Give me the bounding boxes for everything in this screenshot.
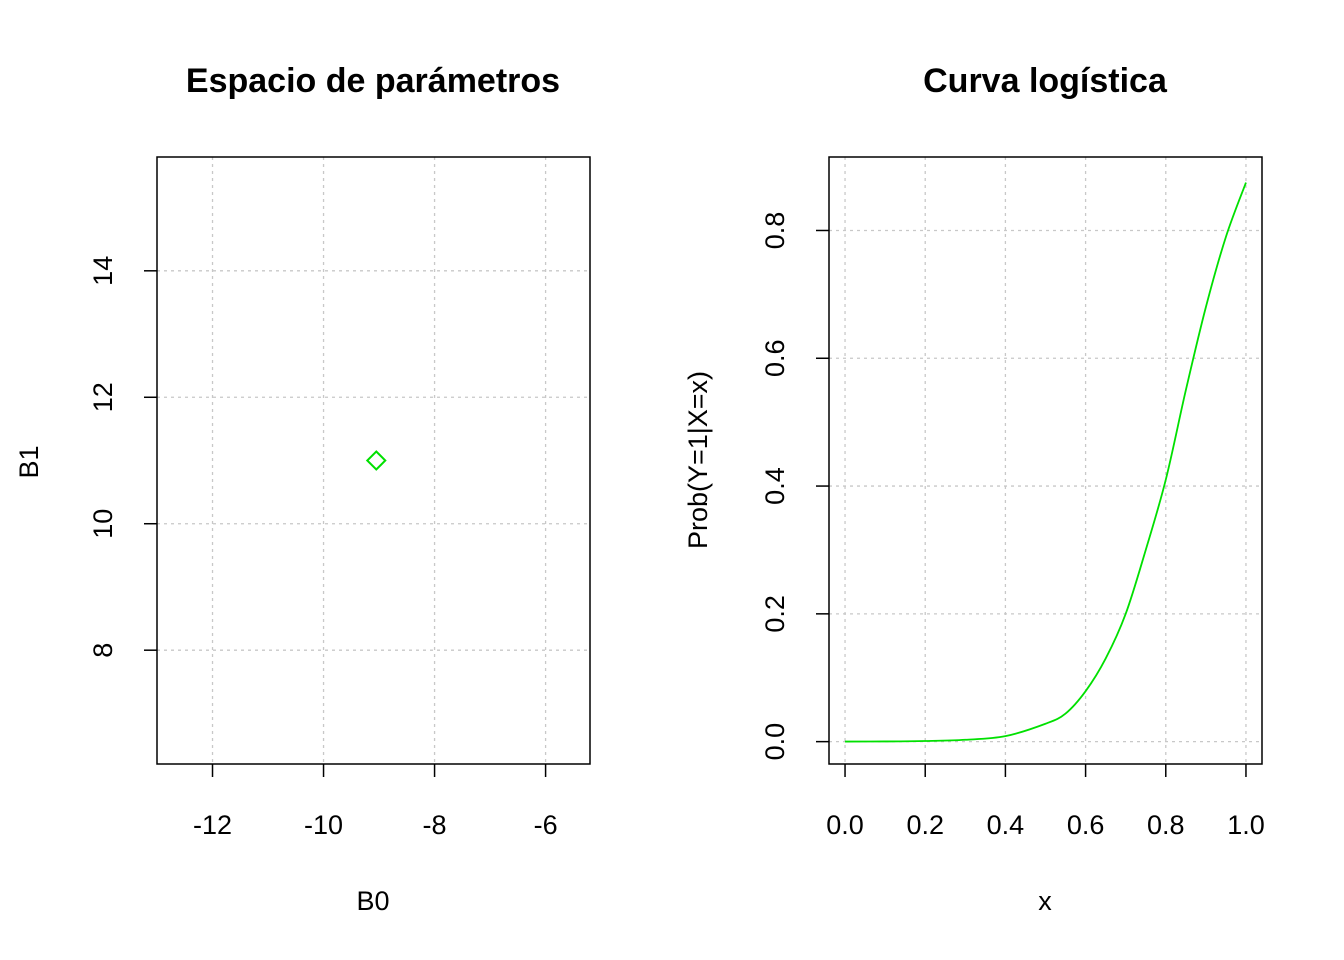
parameter-space-title: Espacio de parámetros (186, 62, 560, 100)
logistic-curve-plot-frame (828, 156, 1263, 765)
x-tick-label: 0.6 (1067, 810, 1105, 840)
logistic-curve-marks (845, 182, 1247, 743)
x-tick-label: -10 (304, 810, 343, 840)
y-tick-label: 0.0 (760, 723, 790, 761)
y-tick-label: 14 (88, 256, 118, 286)
y-tick-label: 0.6 (760, 339, 790, 377)
x-tick-label: 0.4 (987, 810, 1025, 840)
y-tick-label: 10 (88, 509, 118, 539)
y-tick-label: 0.8 (760, 212, 790, 250)
parameter-space-plot-frame (156, 156, 591, 765)
x-tick-label: 1.0 (1227, 810, 1265, 840)
parameter-space-panel: Espacio de parámetros -12 -10 -8 -68101214 … (14, 62, 591, 916)
x-tick-label: -8 (423, 810, 447, 840)
x-tick-label: 0.8 (1147, 810, 1185, 840)
logistic-curve-line (845, 182, 1247, 743)
parameter-space-y-axis-label: B1 (14, 445, 44, 478)
logistic-curve-y-axis-label: Prob(Y=1|X=x) (683, 371, 713, 549)
logistic-curve-title: Curva logística (923, 62, 1168, 100)
y-tick-label: 12 (88, 382, 118, 412)
parameter-point (365, 450, 387, 471)
x-tick-label: -6 (534, 810, 558, 840)
parameter-space-ticks: -12 -10 -8 -6 8 10 12 14 (88, 256, 558, 840)
logistic-curve-panel: Curva logística 0.0 0.2 0.4 0.6 0.8 1.0 0.0 0.2… (683, 62, 1265, 916)
x-tick-label: -12 (193, 810, 232, 840)
logistic-curve-x-axis-label: x (1038, 886, 1052, 916)
logistic-curve-grid (829, 157, 1262, 764)
y-tick-label: 0.4 (760, 467, 790, 505)
y-tick-label: 0.2 (760, 595, 790, 633)
x-tick-label: 0.0 (826, 810, 864, 840)
logistic-curve-ticks: 0.0 0.2 0.4 0.6 0.8 1.0 0.0 0.2 0.4 0.6 0.8 (760, 212, 1265, 840)
x-tick-label: 0.2 (906, 810, 944, 840)
parameter-space-marks (365, 450, 387, 471)
parameter-space-x-axis-label: B0 (356, 886, 389, 916)
parameter-space-grid (157, 157, 590, 764)
y-tick-label: 8 (88, 643, 118, 658)
